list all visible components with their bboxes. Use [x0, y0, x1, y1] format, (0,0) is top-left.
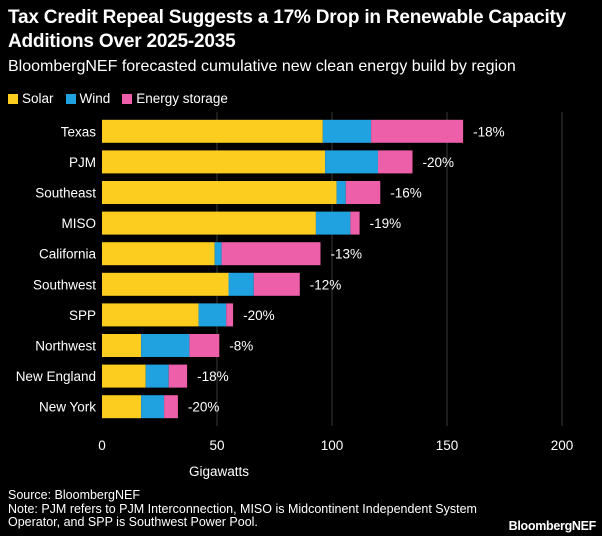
data-label: -18% — [197, 369, 229, 384]
bar-segment — [325, 150, 378, 174]
bar-segment — [141, 334, 190, 357]
legend-item-solar: Solar — [8, 91, 54, 106]
bar-segment — [102, 272, 229, 296]
note-text: Note: PJM refers to PJM Interconnection,… — [8, 501, 477, 529]
x-axis-label: Gigawatts — [189, 464, 249, 479]
bar-segment — [102, 303, 199, 327]
data-label: -12% — [310, 277, 342, 292]
bar-segment — [102, 211, 316, 235]
data-label: -19% — [370, 216, 402, 231]
legend-item-storage: Energy storage — [122, 91, 228, 106]
bar-segment — [214, 242, 222, 266]
bar-segment — [322, 119, 372, 143]
legend: Solar Wind Energy storage — [8, 91, 240, 106]
category-label: California — [39, 247, 97, 262]
x-tick-label: 50 — [209, 438, 224, 453]
category-label: New England — [16, 369, 96, 384]
bar-segment — [226, 303, 234, 327]
bar-segment — [102, 181, 337, 204]
data-label: -20% — [243, 308, 275, 323]
bar-segment — [164, 395, 178, 419]
footer-notes: Source: BloombergNEF Note: PJM refers to… — [8, 488, 528, 530]
data-label: -8% — [229, 339, 253, 354]
bar-segment — [102, 242, 215, 266]
source-text: Source: BloombergNEF — [8, 488, 141, 502]
category-label: PJM — [69, 155, 96, 170]
data-label: -20% — [423, 155, 455, 170]
legend-swatch-wind — [65, 93, 76, 104]
x-tick-label: 150 — [436, 438, 459, 453]
bar-segment — [221, 242, 321, 266]
page-title: Tax Credit Repeal Suggests a 17% Drop in… — [8, 7, 567, 52]
data-label: -18% — [473, 124, 505, 139]
bar-segment — [315, 211, 351, 235]
category-label: Texas — [61, 124, 97, 139]
legend-label-storage: Energy storage — [136, 91, 228, 106]
bar-segment — [378, 150, 413, 174]
x-tick-label: 0 — [98, 438, 106, 453]
bar-segment — [336, 181, 346, 204]
bar-segment — [371, 119, 464, 143]
category-label: New York — [39, 400, 96, 415]
brand-logo: BloombergNEF — [508, 519, 597, 533]
bar-segment — [141, 395, 165, 419]
category-label: SPP — [69, 308, 96, 323]
category-label: Northwest — [35, 339, 96, 354]
bar-segment — [102, 364, 146, 388]
bar-segment — [168, 364, 188, 388]
bar-segment — [102, 119, 323, 143]
bar-segment — [189, 334, 220, 357]
bar-segment — [350, 211, 360, 235]
bar-segment — [198, 303, 227, 327]
bar-segment — [102, 334, 142, 357]
chart-subtitle: BloombergNEF forecasted cumulative new c… — [8, 58, 516, 75]
bar-segment — [345, 181, 381, 204]
bar-segment — [102, 395, 142, 419]
bar-segment — [253, 272, 300, 296]
x-tick-label: 100 — [321, 438, 344, 453]
bar-chart: Texas -18% PJM -20% Southeast -16% MISO -19% Cal… — [16, 112, 574, 479]
bar-segment — [145, 364, 169, 388]
bar-segment — [102, 150, 326, 174]
data-label: -13% — [331, 247, 363, 262]
legend-swatch-storage — [122, 93, 133, 104]
category-label: Southeast — [35, 186, 96, 201]
legend-label-solar: Solar — [22, 91, 54, 106]
legend-label-wind: Wind — [79, 91, 111, 106]
legend-swatch-solar — [8, 93, 18, 104]
x-tick-label: 200 — [551, 438, 574, 453]
category-label: Southwest — [33, 277, 96, 292]
data-label: -16% — [390, 186, 422, 201]
bar-segment — [228, 272, 254, 296]
legend-item-wind: Wind — [65, 91, 111, 106]
category-label: MISO — [61, 216, 96, 231]
data-label: -20% — [188, 400, 220, 415]
